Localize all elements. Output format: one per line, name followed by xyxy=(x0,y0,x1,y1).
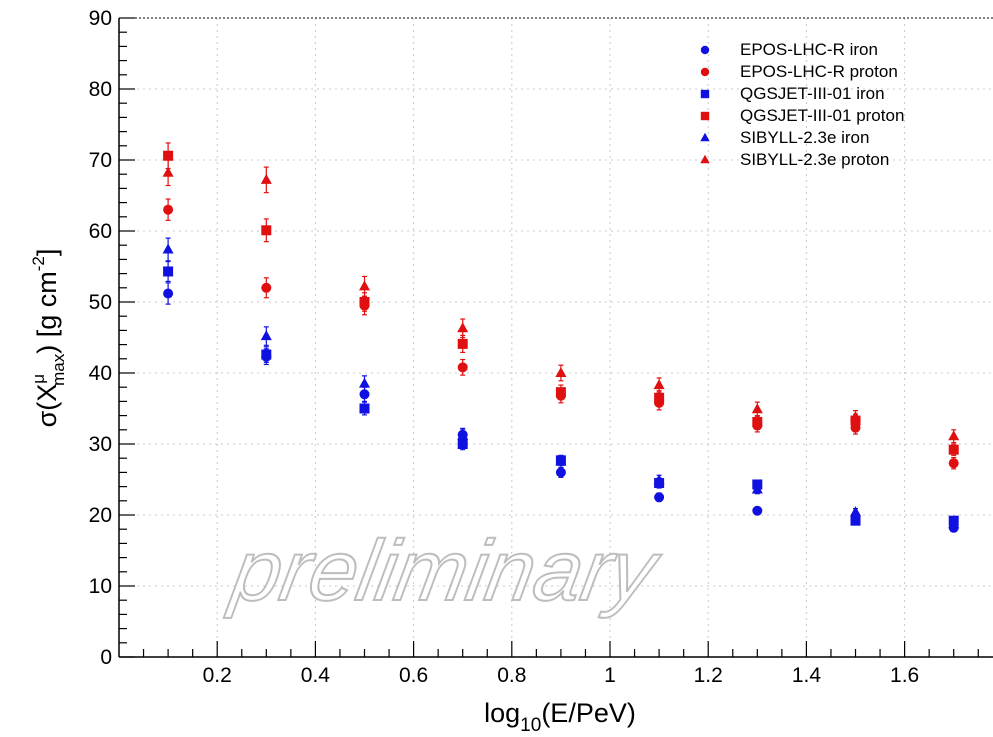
data-point-triangle xyxy=(653,379,665,390)
data-point-triangle xyxy=(457,429,469,440)
marks-layer xyxy=(162,142,960,533)
y-axis-title-part1: σ(X xyxy=(32,384,62,428)
x-axis-title: log10(E/PeV) xyxy=(484,698,636,736)
data-point-circle xyxy=(948,458,959,469)
data-point-triangle xyxy=(359,280,371,291)
watermark-text: preliminary xyxy=(223,524,668,619)
data-point-triangle xyxy=(457,322,469,333)
data-point-circle xyxy=(700,45,710,55)
y-axis-title-part3: ] xyxy=(32,249,62,257)
x-tick-label: 0.2 xyxy=(203,664,232,687)
data-point-square xyxy=(261,349,272,360)
y-tick-label: 30 xyxy=(89,433,112,456)
y-axis-title-part2: ) [g cm xyxy=(32,271,62,354)
legend-entry: QGSJET-III-01 proton xyxy=(700,106,904,125)
legend-label: SIBYLL-2.3e proton xyxy=(740,150,889,169)
y-tick-label: 10 xyxy=(89,575,112,598)
legend-label: EPOS-LHC-R iron xyxy=(740,40,878,59)
x-tick-label: 1.2 xyxy=(694,664,723,687)
y-tick-label: 70 xyxy=(89,149,112,172)
x-tick-label: 0.6 xyxy=(399,664,428,687)
series-triangle-red xyxy=(162,159,960,444)
data-point-circle xyxy=(163,288,174,299)
data-point-square xyxy=(700,111,710,121)
data-point-square xyxy=(654,392,665,403)
data-point-triangle xyxy=(948,518,960,529)
y-axis-title-subscript: max xyxy=(49,353,68,386)
data-point-triangle xyxy=(555,367,567,377)
data-point-square xyxy=(555,387,566,398)
data-point-square xyxy=(261,225,272,236)
data-point-square xyxy=(948,444,959,455)
data-point-square xyxy=(752,416,763,427)
y-axis-title-exponent: -2 xyxy=(29,256,48,271)
y-axis-title-superscript: μ xyxy=(29,374,48,384)
data-point-triangle xyxy=(555,455,567,466)
legend-entry: SIBYLL-2.3e proton xyxy=(700,150,889,169)
y-tick-label: 0 xyxy=(100,646,112,669)
x-tick-label: 1.6 xyxy=(890,664,919,687)
x-tick-label: 1.4 xyxy=(792,664,822,687)
legend-label: EPOS-LHC-R proton xyxy=(740,62,898,81)
watermark-layer: preliminary xyxy=(222,523,669,620)
x-tick-label: 0.8 xyxy=(497,664,526,687)
data-point-triangle xyxy=(700,132,710,142)
data-point-circle xyxy=(457,362,468,373)
y-tick-label: 40 xyxy=(89,362,112,385)
x-axis-title-rest: (E/PeV) xyxy=(541,698,636,728)
legend-entry: EPOS-LHC-R iron xyxy=(700,40,878,59)
series-circle-blue xyxy=(163,282,959,533)
y-tick-label: 50 xyxy=(89,291,112,314)
data-point-square xyxy=(163,266,174,277)
data-point-circle xyxy=(261,282,272,293)
legend-entry: QGSJET-III-01 iron xyxy=(700,84,885,103)
data-point-triangle xyxy=(751,403,763,414)
legend-label: QGSJET-III-01 proton xyxy=(740,106,904,125)
series-square-red xyxy=(163,142,959,456)
data-point-triangle xyxy=(850,506,862,517)
data-point-square xyxy=(457,338,468,349)
data-point-circle xyxy=(700,67,710,77)
series-triangle-blue xyxy=(162,237,960,529)
data-point-triangle xyxy=(260,330,272,341)
x-tick-label: 0.4 xyxy=(301,664,331,687)
data-point-square xyxy=(700,89,710,99)
legend-entry: EPOS-LHC-R proton xyxy=(700,62,898,81)
legend-label: SIBYLL-2.3e iron xyxy=(740,128,869,147)
x-axis-title-subscript: 10 xyxy=(520,715,541,736)
y-tick-label: 90 xyxy=(89,7,112,30)
data-point-square xyxy=(163,150,174,161)
data-point-triangle xyxy=(751,483,763,494)
y-tick-label: 20 xyxy=(89,504,112,527)
y-tick-label: 80 xyxy=(89,78,112,101)
data-point-circle xyxy=(555,467,566,478)
data-point-triangle xyxy=(948,430,960,441)
data-point-triangle xyxy=(653,474,665,485)
data-point-triangle xyxy=(359,377,371,388)
data-point-triangle xyxy=(700,154,710,164)
data-point-triangle xyxy=(850,411,862,422)
legend: EPOS-LHC-R iron EPOS-LHC-R proton QGSJET-I… xyxy=(700,40,904,169)
data-point-triangle xyxy=(162,166,174,177)
x-tick-label: 1 xyxy=(604,664,616,687)
y-tick-label: 60 xyxy=(89,220,112,243)
data-point-circle xyxy=(752,505,763,516)
data-point-square xyxy=(359,403,370,414)
data-point-circle xyxy=(163,204,174,215)
x-axis-title-main: log xyxy=(484,698,520,728)
data-point-circle xyxy=(654,492,665,503)
data-point-triangle xyxy=(260,173,272,184)
data-point-square xyxy=(359,297,370,307)
axes-layer: 0 10 20 30 40 50 60 70 80 90 0.2 0.4 0.6 0.8 1 1.2 1.4 1.… xyxy=(89,7,993,687)
data-point-square xyxy=(850,515,861,526)
legend-label: QGSJET-III-01 iron xyxy=(740,84,885,103)
data-point-triangle xyxy=(162,243,174,254)
y-axis-title: σ(Xμmax) [g cm-2] xyxy=(29,249,68,428)
data-point-square xyxy=(457,439,468,449)
series-circle-red xyxy=(163,198,959,470)
legend-entry: SIBYLL-2.3e iron xyxy=(700,128,869,147)
